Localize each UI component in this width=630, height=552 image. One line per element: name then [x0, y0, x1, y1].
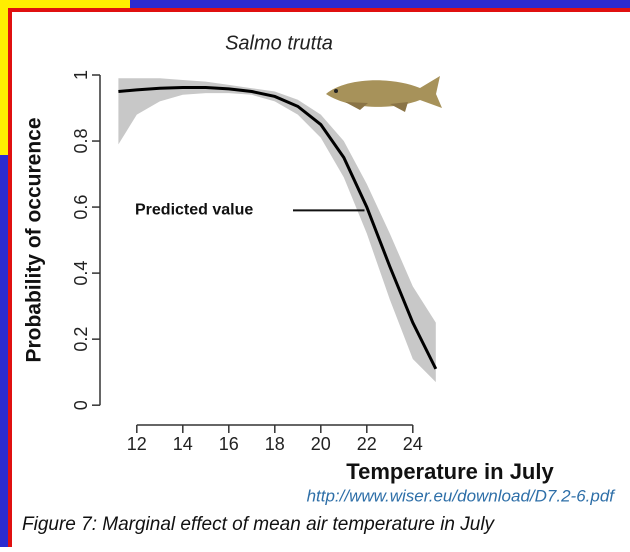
y-tick-label: 0.6: [71, 195, 91, 220]
x-tick-label: 18: [265, 434, 285, 454]
x-tick-label: 12: [127, 434, 147, 454]
x-tick-label: 16: [219, 434, 239, 454]
chart-title: Salmo trutta: [225, 32, 333, 54]
x-tick-label: 24: [403, 434, 423, 454]
y-tick-label: 0.4: [71, 261, 91, 286]
slide: Salmo trutta Temperature in July Probabi…: [0, 0, 630, 547]
y-axis-label: Probability of occurence: [23, 117, 46, 362]
y-tick-label: 1: [71, 70, 91, 80]
annotation: Predicted value: [135, 202, 253, 219]
x-axis-label: Temperature in July: [346, 459, 554, 484]
fish-eye: [334, 89, 338, 93]
y-tick-label: 0.8: [71, 129, 91, 154]
x-tick-label: 14: [173, 434, 193, 454]
figure-caption: Figure 7: Marginal effect of mean air te…: [22, 514, 496, 535]
y-tick-label: 0.2: [71, 327, 91, 352]
source-link[interactable]: http://www.wiser.eu/download/D7.2-6.pdf: [307, 486, 617, 505]
y-tick-label: 0: [71, 400, 91, 410]
x-tick-label: 20: [311, 434, 331, 454]
x-tick-label: 22: [357, 434, 377, 454]
